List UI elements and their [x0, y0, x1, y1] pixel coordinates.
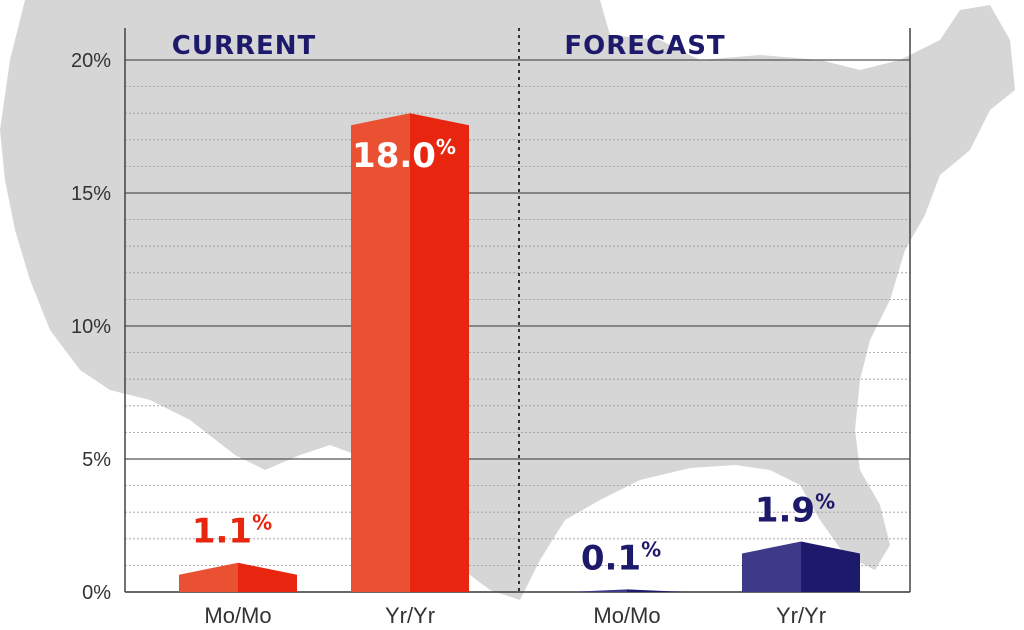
data-label: 1.9%: [755, 489, 835, 530]
y-tick-label: 10%: [71, 316, 111, 338]
data-label: 1.1%: [192, 511, 272, 552]
x-tick-label: Yr/Yr: [385, 603, 435, 628]
section-label-current: CURRENT: [172, 31, 317, 61]
bar-right-face: [410, 113, 469, 592]
data-label: 18.0%: [352, 135, 456, 176]
y-axis-ticks: 0% 5% 10% 15% 20%: [71, 50, 111, 604]
bar-left-face: [568, 589, 627, 592]
section-labels: CURRENT FORECAST: [172, 31, 725, 61]
bar-left-face: [351, 113, 410, 592]
data-label: 0.1%: [581, 537, 661, 578]
bar: [742, 541, 860, 592]
bar-right-face: [627, 589, 686, 592]
y-tick-label: 5%: [82, 449, 111, 471]
y-tick-label: 15%: [71, 183, 111, 205]
bar-right-face: [801, 541, 860, 592]
y-tick-label: 20%: [71, 50, 111, 72]
data-labels: 1.1% 18.0% 0.1% 1.9%: [192, 135, 835, 578]
bar: [179, 562, 297, 592]
section-label-forecast: FORECAST: [564, 31, 725, 61]
y-tick-label: 0%: [82, 582, 111, 604]
x-tick-label: Mo/Mo: [593, 603, 660, 628]
usa-map-background: [0, 0, 1015, 600]
category-labels: Mo/Mo Yr/Yr Mo/Mo Yr/Yr: [204, 603, 826, 628]
bar: [568, 589, 686, 592]
bars: [179, 113, 860, 592]
bar-right-face: [238, 562, 297, 592]
bar-left-face: [742, 541, 801, 592]
bar-left-face: [179, 562, 238, 592]
x-tick-label: Mo/Mo: [204, 603, 271, 628]
x-tick-label: Yr/Yr: [776, 603, 826, 628]
bar: [351, 113, 469, 592]
grid-lines: [125, 59, 910, 593]
